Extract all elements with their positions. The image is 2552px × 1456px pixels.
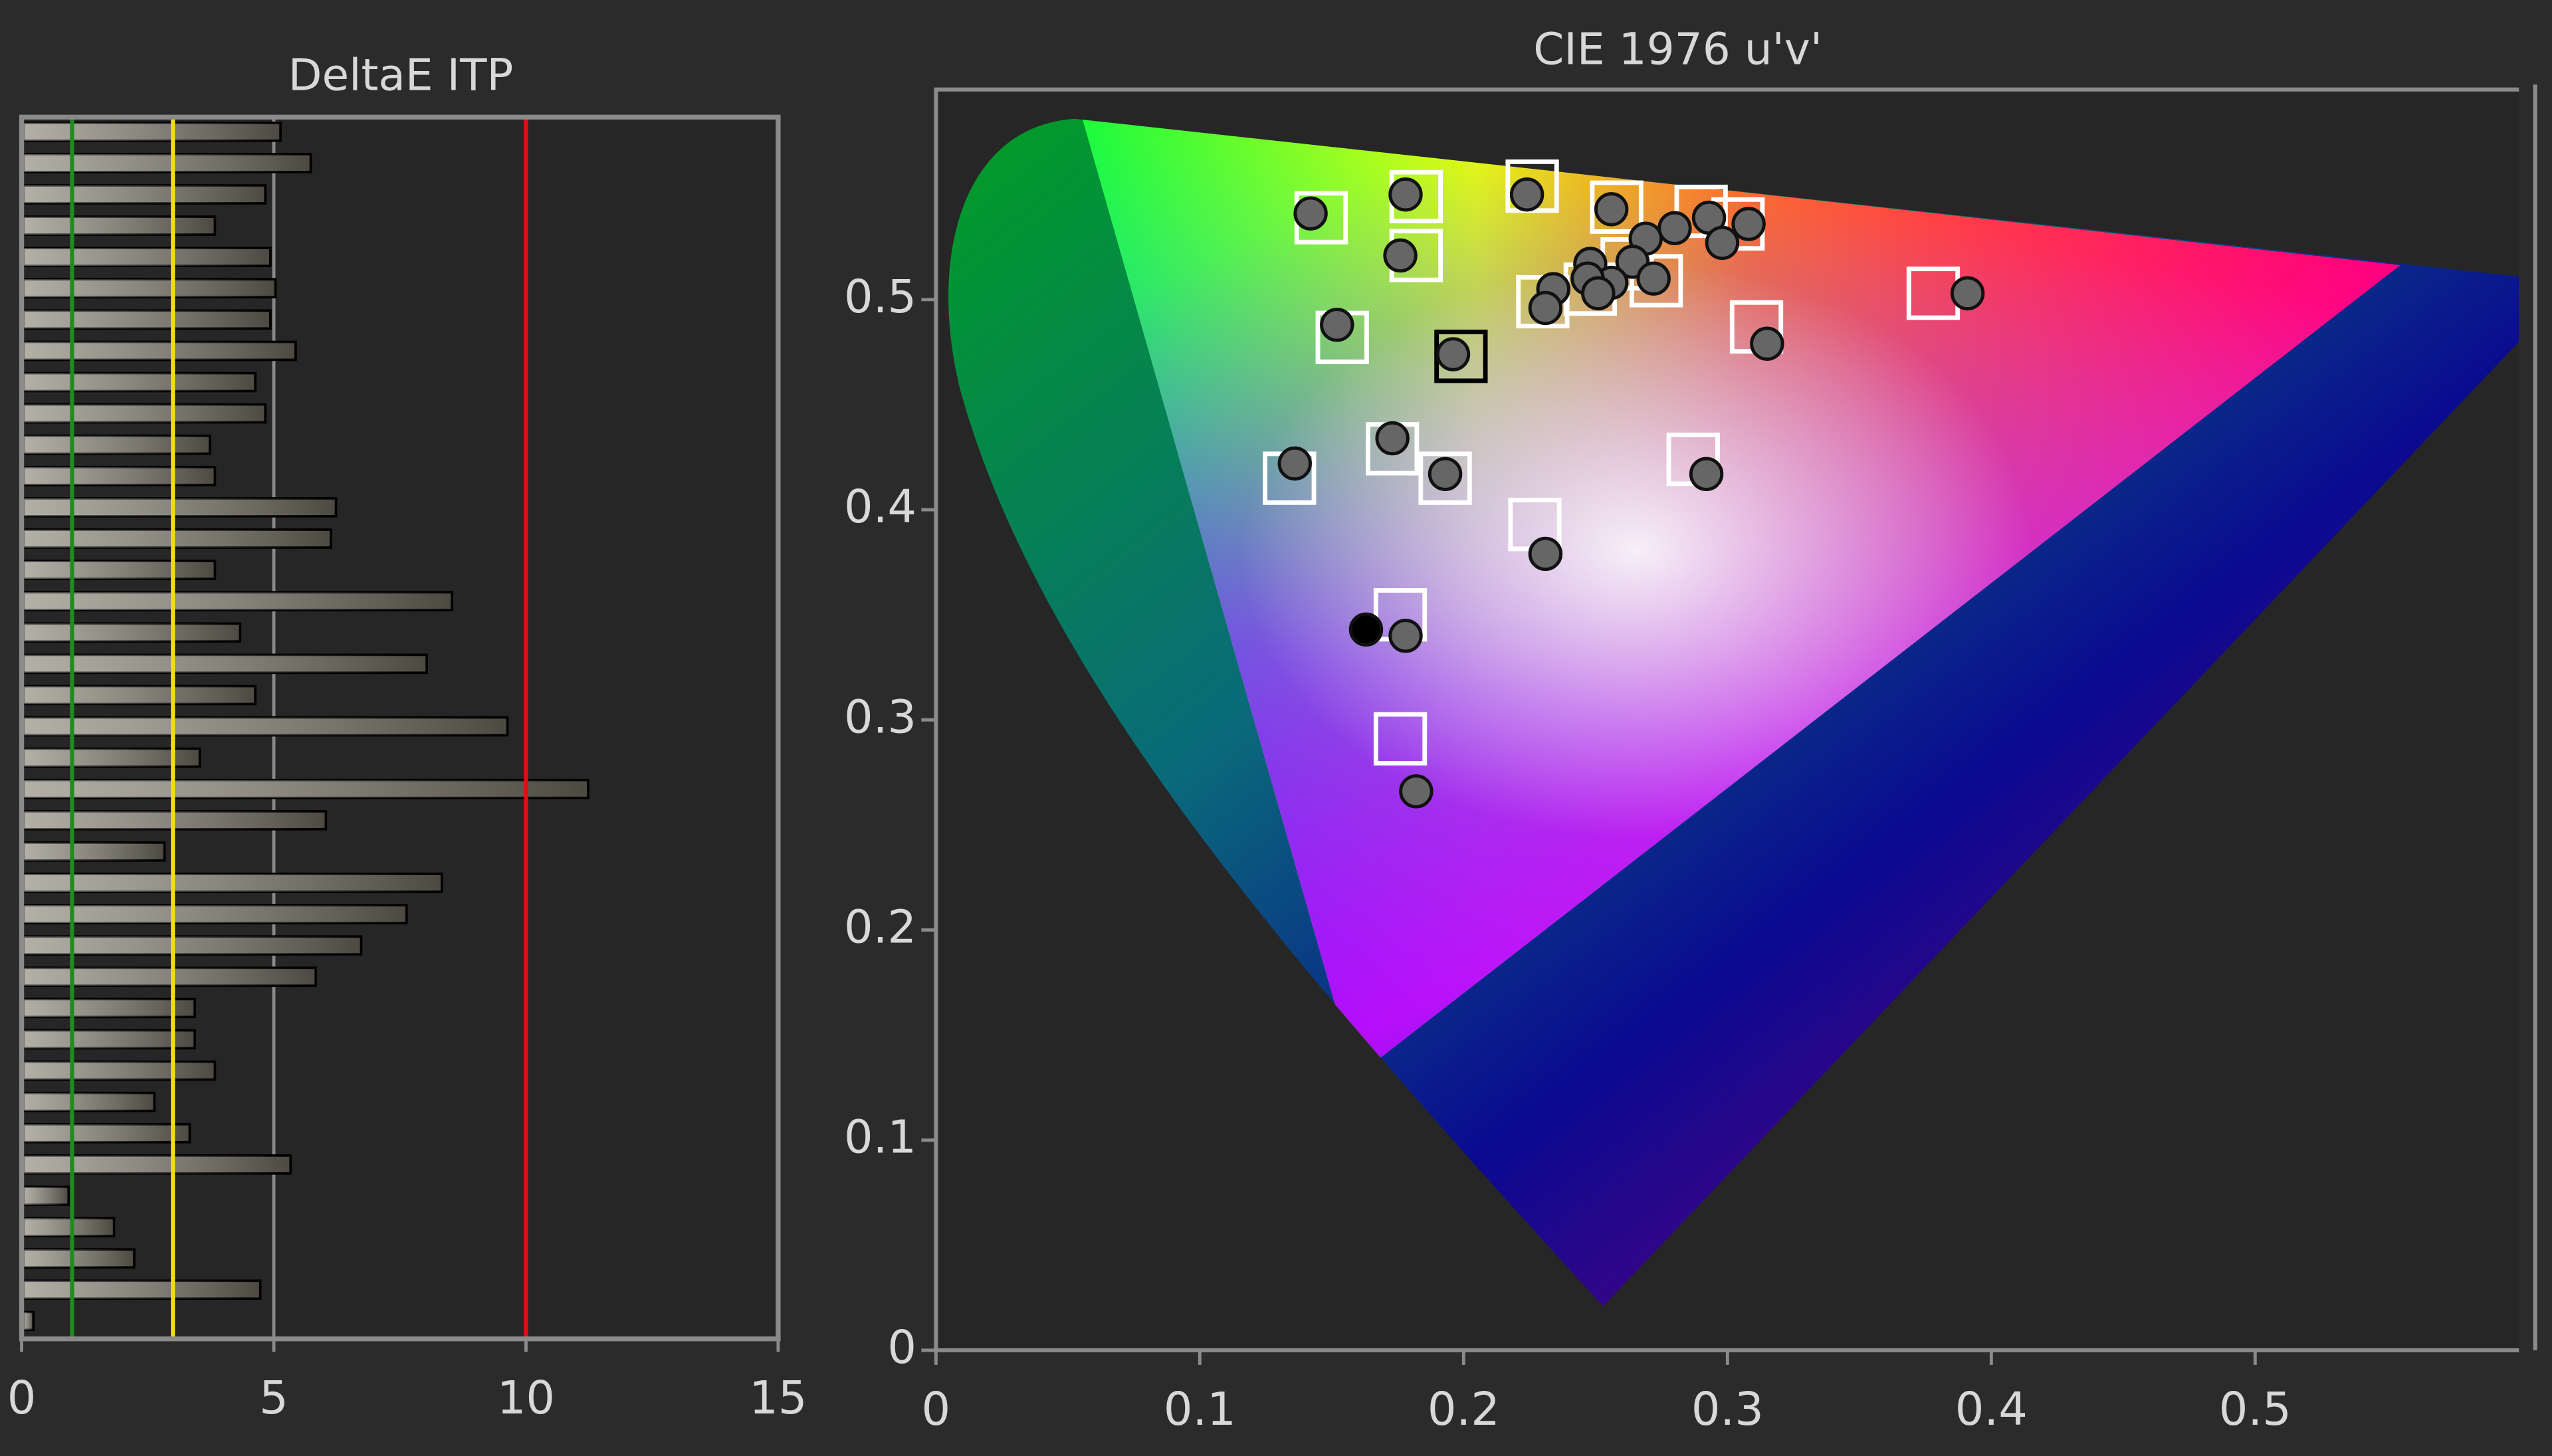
x-tick-label: 0.1 bbox=[1164, 1383, 1236, 1436]
measured-marker bbox=[1399, 774, 1434, 809]
measured-marker bbox=[1388, 619, 1423, 653]
measured-marker bbox=[1636, 261, 1671, 296]
bar-shade bbox=[23, 561, 215, 579]
bar-shade bbox=[23, 623, 241, 642]
measured-marker bbox=[1528, 536, 1563, 572]
measured-marker bbox=[1528, 290, 1563, 326]
right-panel: CIE 1976 u'v' bbox=[936, 23, 2519, 1350]
bar-shade bbox=[23, 592, 453, 611]
bar-shade bbox=[23, 530, 331, 548]
y-tick-label: 0.4 bbox=[844, 480, 916, 534]
measured-marker bbox=[1436, 337, 1471, 371]
bar-shade bbox=[23, 717, 508, 736]
bar-shade bbox=[23, 1218, 114, 1236]
measured-marker bbox=[1293, 196, 1328, 231]
bar-shade bbox=[23, 248, 270, 266]
measured-marker bbox=[1428, 457, 1463, 492]
target-marker bbox=[1418, 451, 1472, 505]
y-tick-label: 0.2 bbox=[844, 901, 916, 954]
bar-shade bbox=[23, 842, 165, 861]
bar-shade bbox=[23, 1186, 69, 1205]
bar-shade bbox=[23, 748, 200, 767]
target-marker bbox=[1629, 254, 1683, 308]
x-tick-label: 0 bbox=[7, 1372, 37, 1425]
bar-shade bbox=[23, 874, 442, 892]
target-marker bbox=[1373, 712, 1428, 766]
measured-marker bbox=[1731, 207, 1766, 241]
measured-marker bbox=[1320, 308, 1354, 342]
bar-shade bbox=[23, 498, 336, 516]
bar-shade bbox=[23, 154, 311, 172]
bar-shade bbox=[23, 122, 281, 141]
bar-shade bbox=[23, 1092, 155, 1111]
bar-shade bbox=[23, 936, 362, 955]
bar-shade bbox=[23, 404, 266, 423]
measured-marker bbox=[1950, 276, 1985, 311]
x-tick-label: 0.5 bbox=[2219, 1383, 2291, 1436]
bar-shade bbox=[23, 686, 256, 704]
target-marker bbox=[1590, 180, 1644, 234]
x-tick-label: 0.4 bbox=[1955, 1383, 2028, 1436]
bar-shade bbox=[23, 185, 266, 203]
y-tick-label: 0 bbox=[887, 1321, 916, 1374]
bar-shade bbox=[23, 342, 296, 360]
axis-frame bbox=[19, 114, 781, 1342]
y-tick-label: 0.1 bbox=[844, 1111, 916, 1164]
measured-marker bbox=[1657, 211, 1692, 246]
x-tick-label: 0.2 bbox=[1428, 1383, 1500, 1436]
bar-shade bbox=[23, 1155, 291, 1174]
bar-shade bbox=[23, 373, 256, 391]
bar-shade bbox=[23, 310, 270, 329]
bar-shade bbox=[23, 1281, 261, 1299]
x-tick-label: 10 bbox=[497, 1372, 555, 1425]
x-tick-label: 0 bbox=[922, 1383, 951, 1436]
bar-shade bbox=[23, 968, 316, 986]
bar-shade bbox=[23, 1249, 134, 1268]
bar-shade bbox=[23, 1124, 190, 1142]
measured-marker bbox=[1750, 326, 1784, 361]
bar-shade bbox=[23, 1312, 34, 1330]
measured-marker bbox=[1594, 192, 1629, 227]
measured-marker bbox=[1348, 612, 1384, 647]
bar-shade bbox=[23, 217, 215, 235]
gamut-triangle bbox=[1082, 118, 2400, 1077]
measured-marker bbox=[1509, 177, 1544, 212]
y-tick-label: 0.3 bbox=[844, 690, 916, 744]
bar-shade bbox=[23, 435, 210, 454]
x-tick-label: 5 bbox=[259, 1372, 288, 1425]
measured-marker bbox=[1705, 225, 1740, 260]
bar-shade bbox=[23, 655, 427, 673]
measured-marker bbox=[1277, 446, 1312, 481]
chart-title: CIE 1976 u'v' bbox=[1533, 23, 1822, 74]
measured-marker bbox=[1689, 457, 1724, 492]
chart-title: DeltaE ITP bbox=[288, 50, 514, 101]
measured-marker bbox=[1375, 421, 1410, 456]
measured-marker bbox=[1388, 177, 1423, 212]
bar-shade bbox=[23, 467, 215, 485]
bar-shade bbox=[23, 905, 407, 924]
triangle-white bbox=[1082, 118, 2400, 1077]
measured-marker bbox=[1383, 238, 1418, 273]
y-tick-label: 0.5 bbox=[844, 270, 916, 324]
measured-marker bbox=[1581, 276, 1616, 311]
bar-shade bbox=[23, 279, 276, 298]
bar-shade bbox=[23, 1030, 195, 1049]
x-tick-label: 15 bbox=[749, 1372, 807, 1425]
bar-shade bbox=[23, 780, 588, 798]
bar-shade bbox=[23, 999, 195, 1017]
bar-shade bbox=[23, 1061, 215, 1080]
x-tick-label: 0.3 bbox=[1691, 1383, 1764, 1436]
